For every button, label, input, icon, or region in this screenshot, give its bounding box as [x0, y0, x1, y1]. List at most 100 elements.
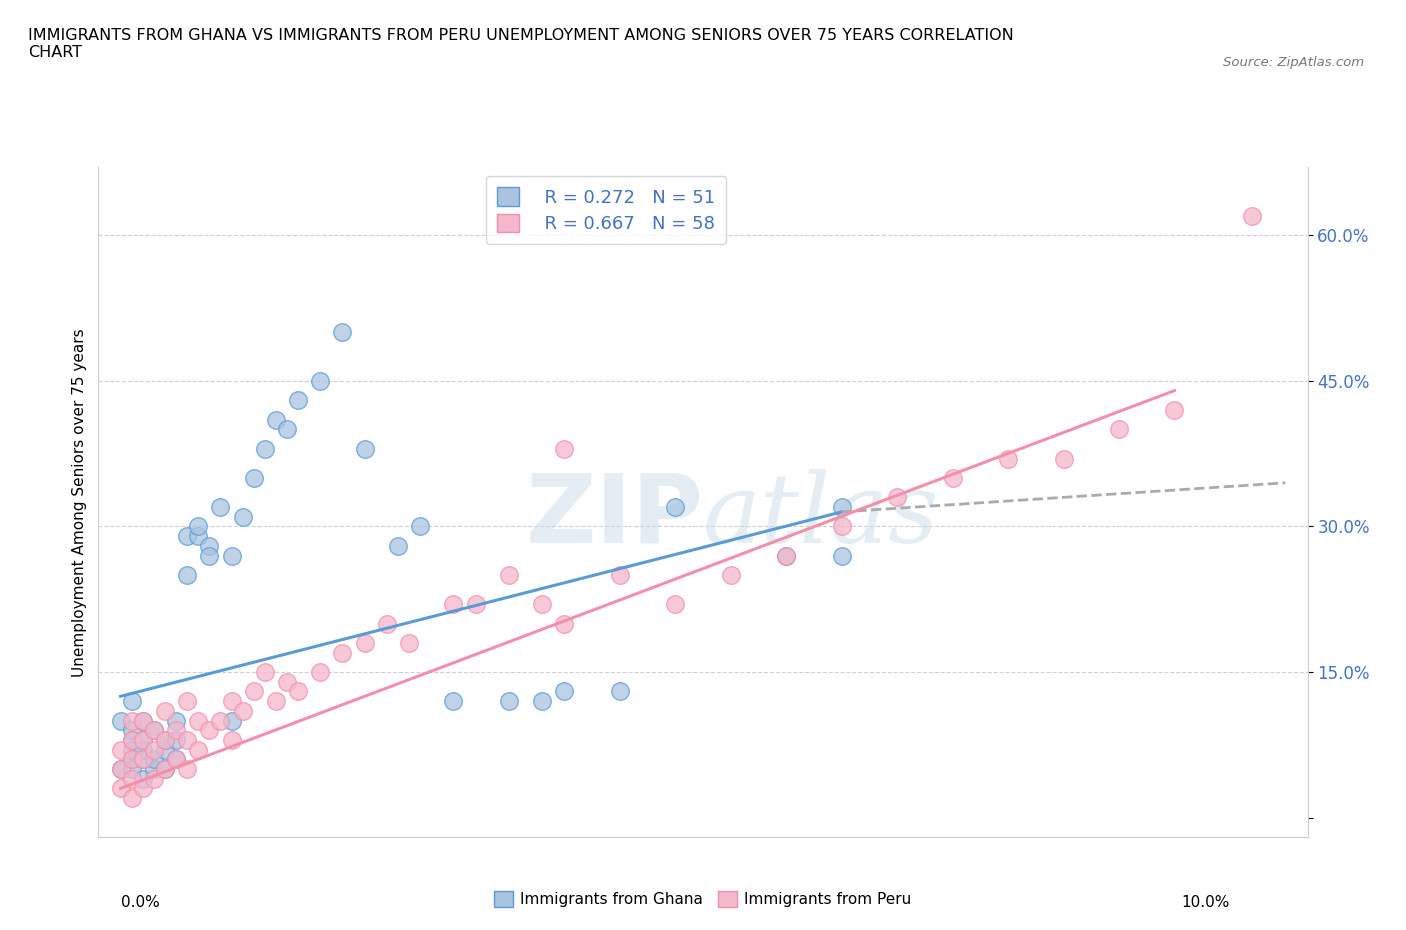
Point — [942, 471, 965, 485]
Point — [609, 684, 631, 698]
Point — [309, 665, 332, 680]
Point — [153, 762, 176, 777]
Point — [1241, 208, 1264, 223]
Point — [153, 733, 176, 748]
Point — [132, 733, 155, 748]
Point — [187, 529, 209, 544]
Point — [831, 499, 853, 514]
Point — [121, 733, 143, 748]
Point — [110, 762, 132, 777]
Point — [398, 635, 420, 650]
Point — [176, 694, 198, 709]
Point — [132, 771, 155, 786]
Point — [720, 567, 742, 582]
Point — [110, 742, 132, 757]
Point — [332, 645, 354, 660]
Point — [353, 635, 375, 650]
Point — [142, 742, 165, 757]
Point — [221, 548, 243, 563]
Point — [132, 781, 155, 796]
Point — [264, 694, 287, 709]
Point — [309, 374, 332, 389]
Point — [664, 499, 686, 514]
Point — [553, 684, 575, 698]
Point — [498, 567, 520, 582]
Point — [142, 762, 165, 777]
Point — [531, 694, 554, 709]
Point — [287, 684, 309, 698]
Point — [198, 723, 221, 737]
Point — [142, 723, 165, 737]
Point — [775, 548, 797, 563]
Point — [121, 733, 143, 748]
Point — [276, 674, 298, 689]
Point — [142, 752, 165, 767]
Point — [276, 422, 298, 437]
Point — [287, 392, 309, 407]
Point — [253, 665, 276, 680]
Point — [221, 733, 243, 748]
Point — [153, 762, 176, 777]
Point — [198, 538, 221, 553]
Point — [387, 538, 409, 553]
Point — [609, 567, 631, 582]
Point — [121, 752, 143, 767]
Point — [121, 771, 143, 786]
Point — [176, 567, 198, 582]
Point — [142, 771, 165, 786]
Point — [121, 723, 143, 737]
Point — [121, 752, 143, 767]
Point — [132, 752, 155, 767]
Point — [464, 597, 486, 612]
Point — [165, 723, 187, 737]
Point — [332, 325, 354, 339]
Text: atlas: atlas — [703, 469, 939, 563]
Legend: Immigrants from Ghana, Immigrants from Peru: Immigrants from Ghana, Immigrants from P… — [488, 884, 918, 913]
Point — [831, 519, 853, 534]
Point — [553, 616, 575, 631]
Point — [187, 519, 209, 534]
Point — [831, 548, 853, 563]
Point — [221, 713, 243, 728]
Point — [121, 762, 143, 777]
Point — [209, 713, 232, 728]
Text: IMMIGRANTS FROM GHANA VS IMMIGRANTS FROM PERU UNEMPLOYMENT AMONG SENIORS OVER 75: IMMIGRANTS FROM GHANA VS IMMIGRANTS FROM… — [28, 28, 1014, 60]
Point — [165, 752, 187, 767]
Point — [176, 529, 198, 544]
Text: Source: ZipAtlas.com: Source: ZipAtlas.com — [1223, 56, 1364, 69]
Point — [264, 412, 287, 427]
Point — [1108, 422, 1130, 437]
Point — [775, 548, 797, 563]
Point — [132, 742, 155, 757]
Point — [153, 703, 176, 718]
Point — [176, 762, 198, 777]
Point — [1163, 403, 1185, 418]
Point — [209, 499, 232, 514]
Point — [121, 742, 143, 757]
Point — [187, 742, 209, 757]
Point — [121, 790, 143, 805]
Point — [553, 442, 575, 457]
Point — [409, 519, 432, 534]
Point — [997, 451, 1019, 466]
Point — [886, 490, 908, 505]
Point — [187, 713, 209, 728]
Point — [132, 752, 155, 767]
Point — [132, 733, 155, 748]
Point — [198, 548, 221, 563]
Point — [153, 742, 176, 757]
Point — [110, 781, 132, 796]
Point — [142, 723, 165, 737]
Point — [176, 733, 198, 748]
Point — [498, 694, 520, 709]
Point — [353, 442, 375, 457]
Point — [242, 684, 264, 698]
Point — [232, 703, 254, 718]
Point — [132, 713, 155, 728]
Point — [441, 694, 464, 709]
Point — [153, 733, 176, 748]
Point — [165, 752, 187, 767]
Point — [441, 597, 464, 612]
Text: ZIP: ZIP — [524, 469, 703, 562]
Point — [132, 713, 155, 728]
